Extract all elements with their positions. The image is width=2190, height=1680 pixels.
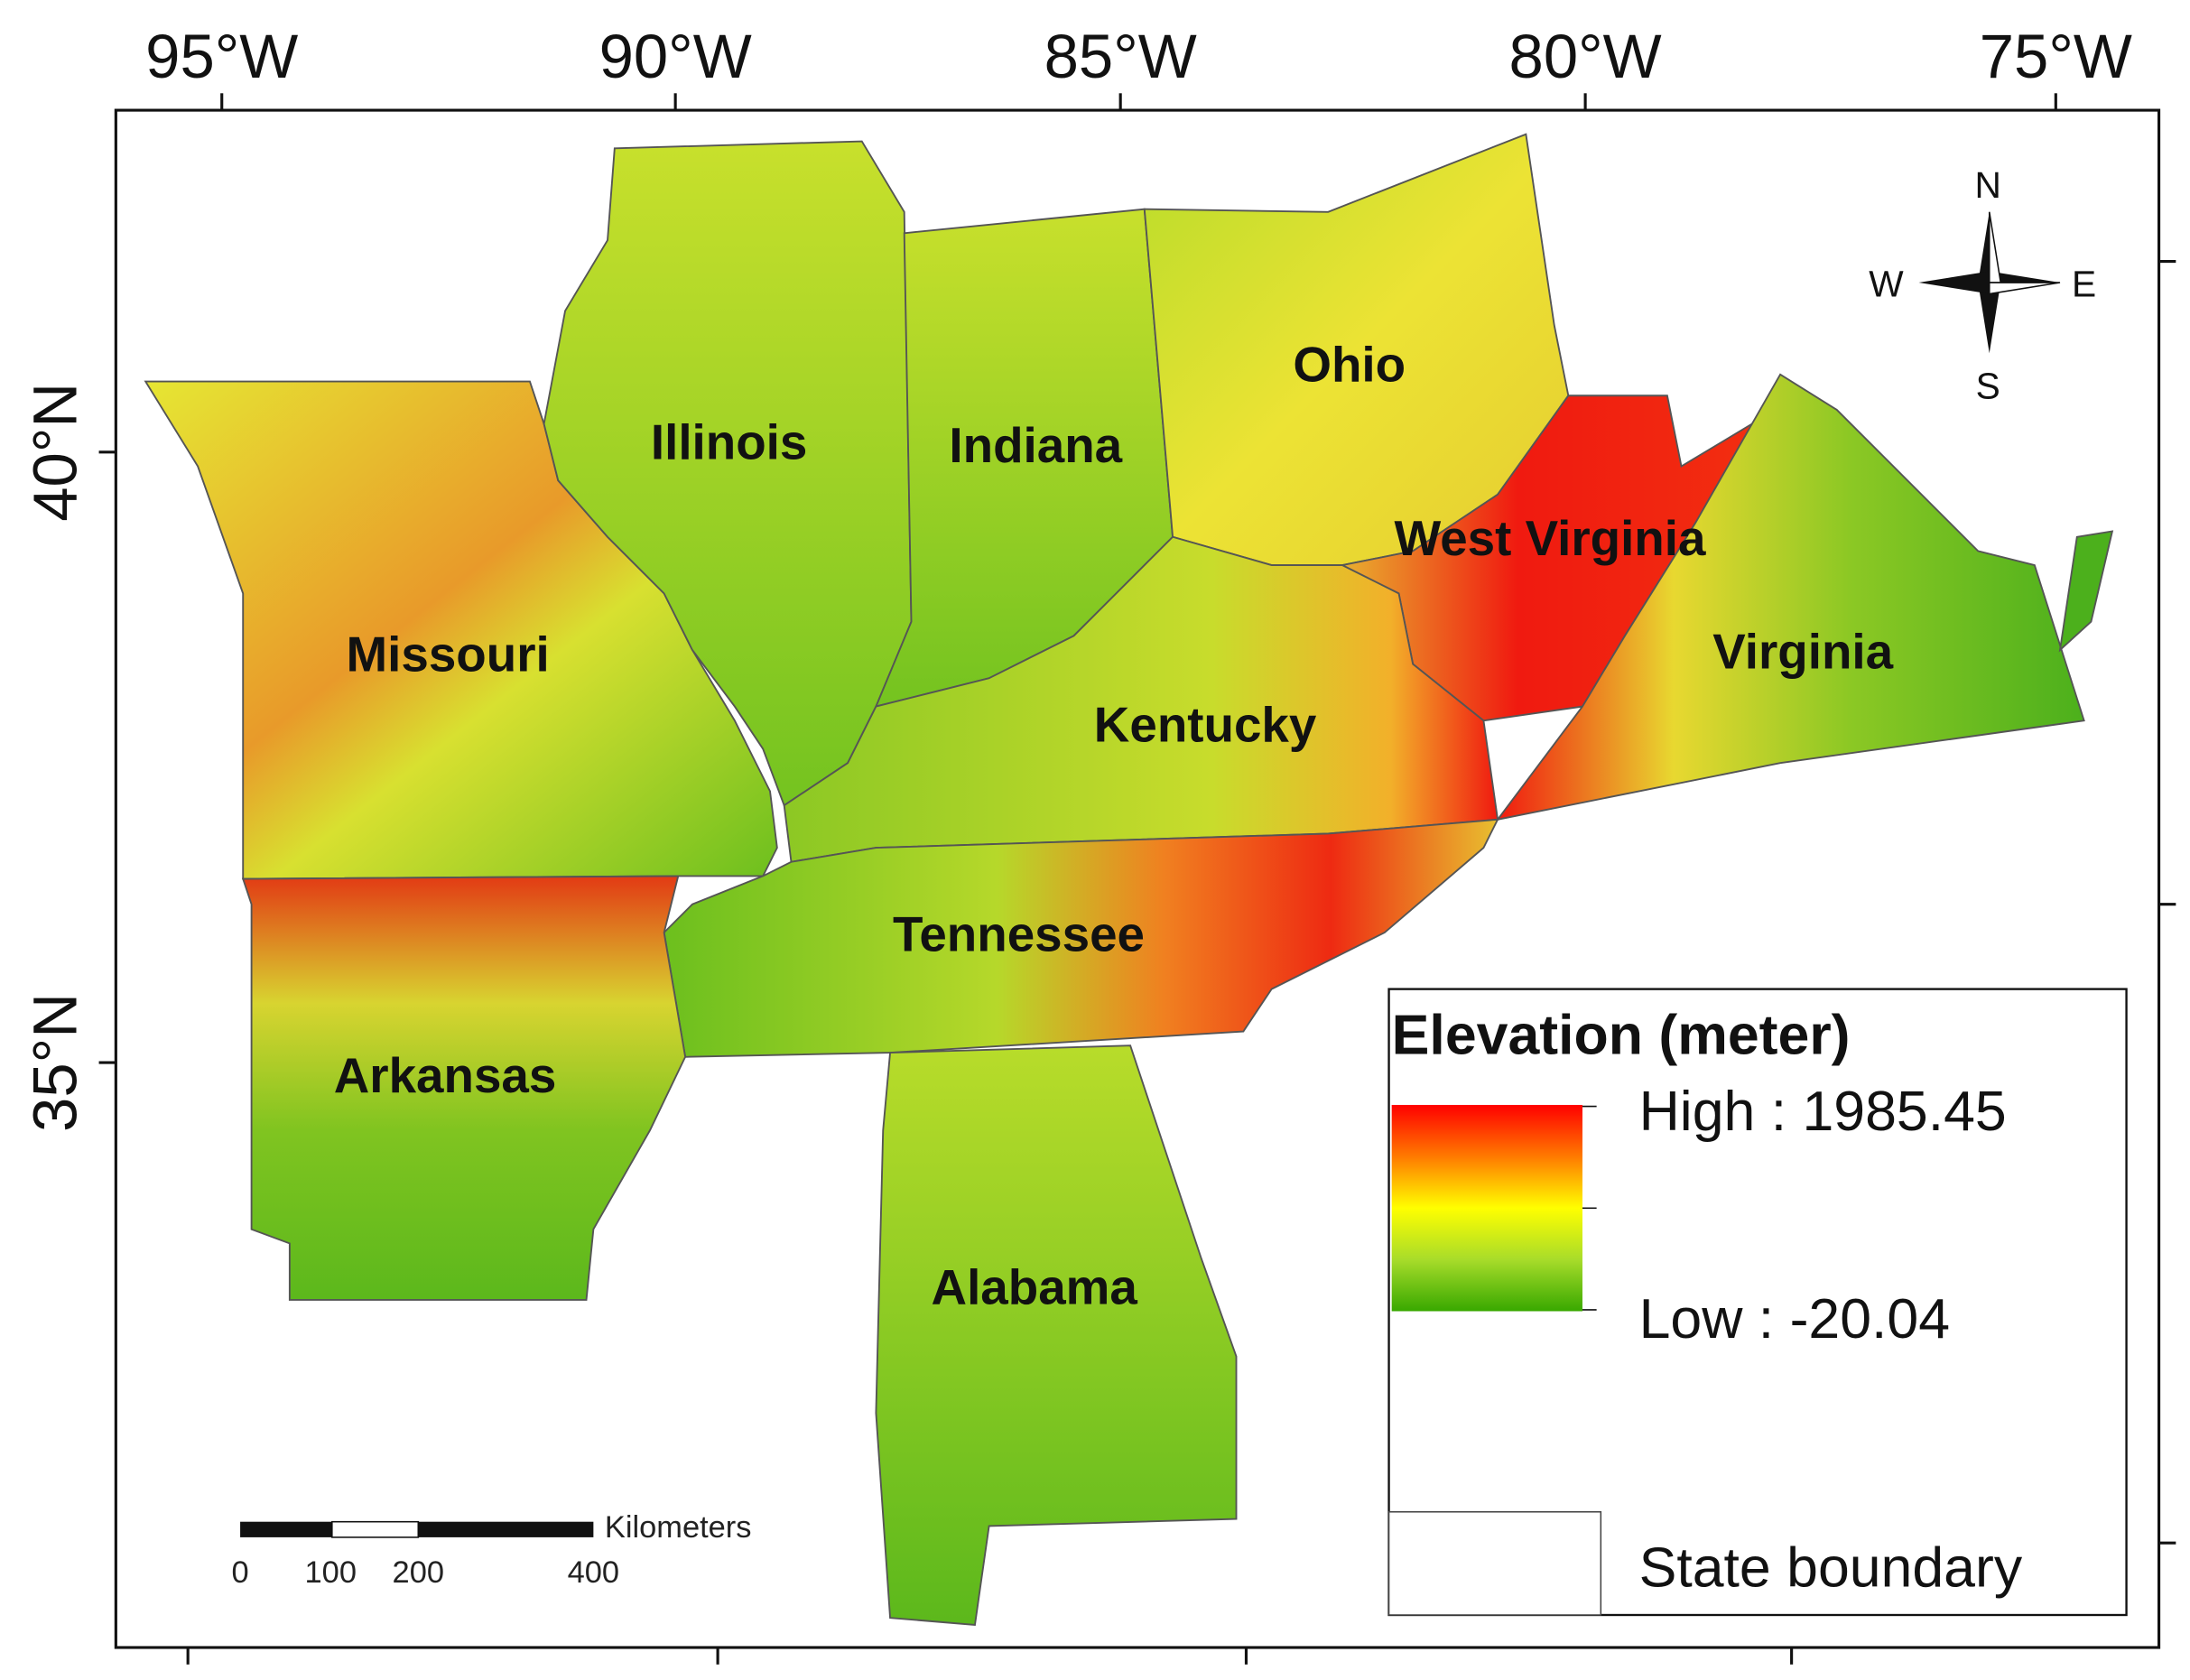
longitude-label: 80°W: [1509, 22, 1662, 91]
longitude-label: 75°W: [1980, 22, 2132, 91]
state-label: West Virginia: [1395, 510, 1706, 566]
scale-label: 200: [393, 1555, 444, 1590]
axis-labels: 95°W 90°W 85°W 80°W 75°W 40°N 35°N: [21, 22, 2132, 1132]
state-label: Ohio: [1293, 337, 1406, 393]
compass-label: S: [1976, 365, 2000, 406]
state-labels: Illinois Indiana Ohio Missouri West Virg…: [334, 337, 1894, 1315]
latitude-label: 35°N: [21, 993, 90, 1132]
longitude-label: 85°W: [1044, 22, 1197, 91]
legend-low: Low : -20.04: [1639, 1287, 1950, 1350]
scale-unit: Kilometers: [605, 1510, 752, 1545]
scale-label: 400: [568, 1555, 619, 1590]
longitude-label: 95°W: [145, 22, 298, 91]
state-label: Missouri: [347, 626, 550, 682]
legend-title: Elevation (meter): [1392, 1004, 1851, 1067]
state-label: Kentucky: [1094, 697, 1317, 753]
compass-label: W: [1869, 264, 1904, 305]
state-shape: [2058, 530, 2114, 653]
graticule: [98, 93, 2176, 1665]
latitude-label: 40°N: [21, 383, 90, 522]
state-label: Tennessee: [893, 905, 1145, 961]
scale-bar: Kilometers 0 100 200 400: [231, 1510, 751, 1590]
states: [144, 133, 2114, 1626]
scale-label: 100: [305, 1555, 357, 1590]
compass-label: E: [2072, 264, 2096, 305]
state-shape: [1495, 373, 2085, 821]
state-label: Arkansas: [334, 1047, 557, 1103]
scale-label: 0: [231, 1555, 248, 1590]
state-label: Indiana: [949, 417, 1122, 473]
longitude-label: 90°W: [599, 22, 752, 91]
compass-label: N: [1974, 164, 2000, 206]
legend: Elevation (meter) High : 1985.45 Low : -…: [1387, 988, 2128, 1617]
state-shape: [241, 875, 687, 1301]
legend-boundary: State boundary: [1639, 1536, 2023, 1600]
legend-high: High : 1985.45: [1639, 1080, 2007, 1143]
state-label: Virginia: [1712, 623, 1893, 679]
state-label: Illinois: [651, 414, 807, 470]
map-body: Illinois Indiana Ohio Missouri West Virg…: [21, 22, 2176, 1665]
state-label: Alabama: [932, 1259, 1138, 1315]
state-shape: [875, 1044, 1238, 1626]
